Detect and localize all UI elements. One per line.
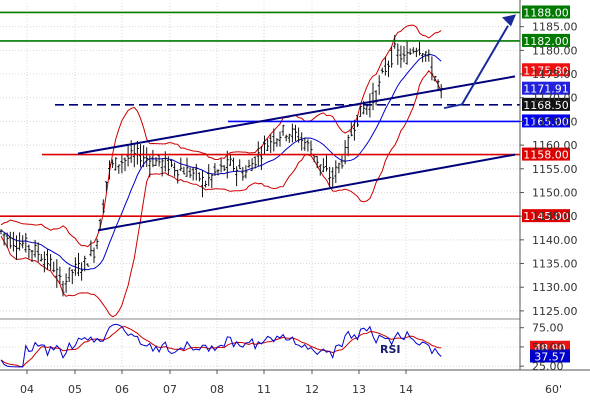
candlesticks — [0, 35, 443, 297]
horizontal-levels: 1188.00 1182.00 1175.80 1171.91 1168.50 1165.… — [0, 5, 570, 223]
upper-trendline — [77, 75, 516, 155]
rsi-label: RSI — [380, 343, 401, 356]
level-tag — [522, 97, 570, 111]
x-tick-label: 13 — [352, 383, 366, 396]
level-tag-label: 1145.00 — [523, 210, 569, 223]
y-tick-label: 1155.00 — [532, 163, 578, 176]
y-tick-label: 1150.00 — [532, 186, 578, 199]
trendlines — [55, 14, 520, 232]
moving-average — [0, 53, 442, 271]
rsi-line — [0, 323, 442, 368]
level-tag — [522, 63, 570, 77]
x-tick-label: 11 — [257, 383, 271, 396]
level-tag — [522, 81, 570, 95]
y-tick-label: 1185.00 — [532, 21, 578, 34]
x-tick-label: 07 — [163, 383, 177, 396]
y-tick-label: 1175.00 — [532, 68, 578, 81]
level-tag — [522, 114, 570, 128]
rsi-tick-label: 50.00 — [532, 341, 564, 354]
y-tick-label: 1135.00 — [532, 258, 578, 271]
y-tick-label: 1180.00 — [532, 44, 578, 57]
level-tag — [522, 147, 570, 161]
y-tick-label: 1140.00 — [532, 234, 578, 247]
x-tick-label: 04 — [20, 383, 34, 396]
x-tick-label: 12 — [305, 383, 319, 396]
level-tag — [522, 33, 570, 47]
x-tick-label: 06 — [115, 383, 129, 396]
rsi-tag-label: 37.57 — [534, 350, 566, 363]
x-tick-label: 08 — [210, 383, 224, 396]
y-tick-label: 1170.00 — [532, 92, 578, 105]
x-tick-label: 05 — [68, 383, 82, 396]
y-tick-label: 1160.00 — [532, 139, 578, 152]
level-tag-label: 1165.00 — [523, 115, 569, 128]
bollinger-lower — [0, 70, 442, 318]
lower-trendline — [97, 153, 516, 232]
level-tag-label: 1182.00 — [523, 35, 569, 48]
rsi-tag — [530, 349, 570, 363]
y-tick-label: 1125.00 — [532, 305, 578, 318]
level-tag — [522, 5, 570, 19]
level-tag-label: 1188.00 — [523, 6, 569, 19]
bollinger-upper — [0, 24, 442, 248]
level-tag-label: 1175.80 — [523, 64, 569, 77]
level-tag — [522, 209, 570, 223]
rsi-signal-line — [0, 326, 442, 368]
y-tick-label: 1165.00 — [532, 115, 578, 128]
x-tick-label: 14 — [399, 383, 413, 396]
timeframe-label: 60' — [545, 383, 562, 396]
grid-lines — [0, 3, 520, 370]
level-tag-label: 1168.50 — [523, 99, 569, 112]
arrow-base — [443, 103, 463, 110]
y-tick-label: 1130.00 — [532, 281, 578, 294]
y-tick-label: 1145.00 — [532, 210, 578, 223]
arrow-shaft — [461, 25, 509, 105]
arrow-head — [502, 14, 516, 27]
level-tag-label: 1171.91 — [523, 83, 569, 96]
bollinger-bands — [0, 24, 442, 318]
level-tag-label: 1158.00 — [523, 149, 569, 162]
rsi-tick-label: 25.00 — [532, 360, 564, 373]
rsi-tick-label: 75.00 — [532, 322, 564, 335]
